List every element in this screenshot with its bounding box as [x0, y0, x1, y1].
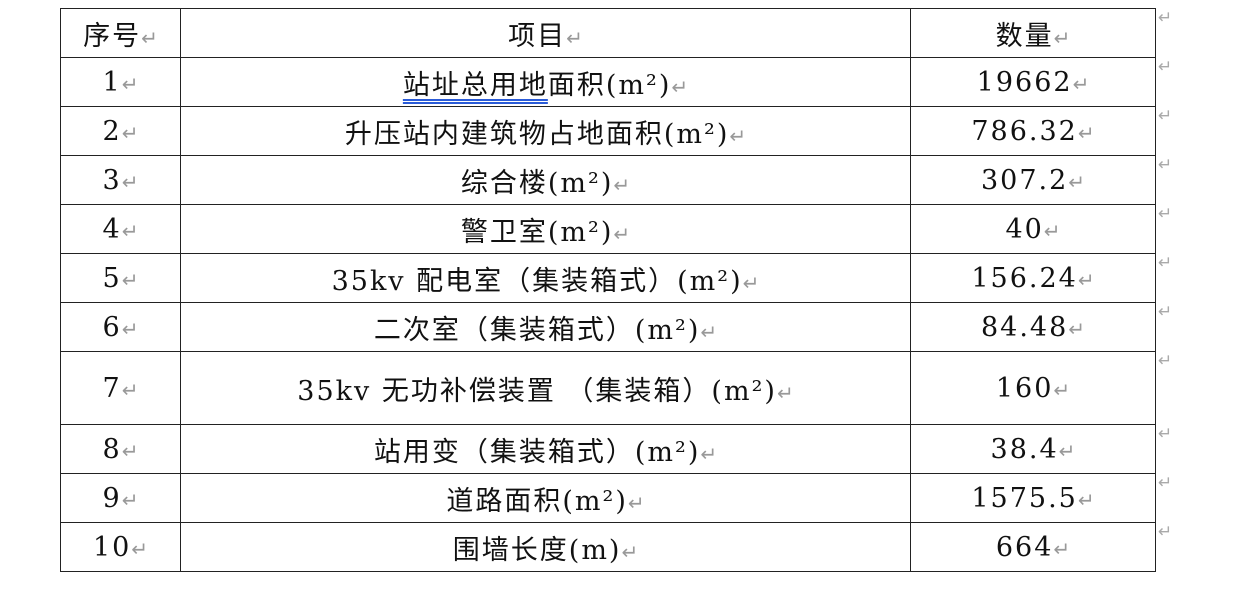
cell-qty: 156.24↵: [910, 253, 1156, 303]
return-mark-icon: ↵: [776, 380, 794, 405]
cell-no: 5↵: [60, 253, 181, 303]
cell-qty: 1575.5↵: [910, 473, 1156, 523]
row-end-return-icon: ↵: [1158, 155, 1173, 175]
return-mark-icon: ↵: [121, 487, 139, 512]
row-end-return-icon: ↵: [1158, 253, 1173, 273]
cell-item: 升压站内建筑物占地面积(m²)↵: [180, 106, 911, 156]
row-end-return-icon: ↵: [1158, 302, 1173, 322]
return-mark-icon: ↵: [700, 319, 718, 344]
cell-item: 站用变（集装箱式）(m²)↵: [180, 424, 911, 474]
cell-qty: 160↵: [910, 351, 1156, 425]
return-mark-icon: ↵: [1077, 487, 1095, 512]
return-mark-icon: ↵: [1072, 71, 1090, 96]
cell-qty: 38.4↵: [910, 424, 1156, 474]
return-mark-icon: ↵: [627, 490, 645, 515]
return-mark-icon: ↵: [566, 25, 583, 50]
header-row: 序号↵ 项目↵ 数量↵: [60, 8, 1156, 58]
return-mark-icon: ↵: [700, 441, 718, 466]
item-underlined-text: 站址总用地: [402, 69, 548, 101]
quantity-table: 序号↵ 项目↵ 数量↵ 1↵ 站址总用地面积(m²)↵ 19662↵ 2↵ 升压…: [60, 8, 1156, 572]
cell-no: 10↵: [60, 522, 181, 572]
return-mark-icon: ↵: [121, 120, 139, 145]
return-mark-icon: ↵: [121, 267, 139, 292]
return-mark-icon: ↵: [1068, 169, 1086, 194]
table-row: 4↵ 警卫室(m²)↵ 40↵: [60, 204, 1156, 254]
return-mark-icon: ↵: [121, 71, 139, 96]
cell-qty: 40↵: [910, 204, 1156, 254]
return-mark-icon: ↵: [621, 539, 639, 564]
return-mark-icon: ↵: [1077, 120, 1095, 145]
cell-no: 2↵: [60, 106, 181, 156]
cell-item: 综合楼(m²)↵: [180, 155, 911, 205]
row-end-marks: ↵ ↵ ↵ ↵ ↵ ↵ ↵ ↵ ↵ ↵ ↵: [1158, 8, 1178, 571]
return-mark-icon: ↵: [131, 536, 149, 561]
cell-item: 围墙长度(m)↵: [180, 522, 911, 572]
cell-no: 3↵: [60, 155, 181, 205]
return-mark-icon: ↵: [613, 221, 631, 246]
row-end-return-icon: ↵: [1158, 8, 1173, 28]
return-mark-icon: ↵: [121, 218, 139, 243]
cell-no: 9↵: [60, 473, 181, 523]
return-mark-icon: ↵: [121, 438, 139, 463]
return-mark-icon: ↵: [1058, 438, 1076, 463]
return-mark-icon: ↵: [1068, 316, 1086, 341]
cell-no: 8↵: [60, 424, 181, 474]
return-mark-icon: ↵: [1053, 25, 1071, 50]
header-item: 项目↵: [180, 8, 911, 58]
cell-no: 4↵: [60, 204, 181, 254]
return-mark-icon: ↵: [141, 25, 158, 50]
return-mark-icon: ↵: [742, 270, 760, 295]
row-end-return-icon: ↵: [1158, 424, 1173, 444]
row-end-return-icon: ↵: [1158, 204, 1173, 224]
cell-no: 1↵: [60, 57, 181, 107]
table-row: 5↵ 35kv 配电室（集装箱式）(m²)↵ 156.24↵: [60, 253, 1156, 303]
cell-item: 35kv 配电室（集装箱式）(m²)↵: [180, 253, 911, 303]
cell-item: 二次室（集装箱式）(m²)↵: [180, 302, 911, 352]
return-mark-icon: ↵: [121, 316, 139, 341]
return-mark-icon: ↵: [121, 169, 139, 194]
row-end-return-icon: ↵: [1158, 522, 1173, 542]
table-row: 9↵ 道路面积(m²)↵ 1575.5↵: [60, 473, 1156, 523]
row-end-return-icon: ↵: [1158, 106, 1173, 126]
cell-item: 站址总用地面积(m²)↵: [180, 57, 911, 107]
row-end-return-icon: ↵: [1158, 473, 1173, 493]
return-mark-icon: ↵: [671, 74, 689, 99]
table-row: 7↵ 35kv 无功补偿装置 （集装箱）(m²)↵ 160↵: [60, 351, 1156, 425]
cell-no: 6↵: [60, 302, 181, 352]
return-mark-icon: ↵: [729, 123, 747, 148]
cell-qty: 664↵: [910, 522, 1156, 572]
return-mark-icon: ↵: [1043, 218, 1061, 243]
cell-qty: 307.2↵: [910, 155, 1156, 205]
table-row: 2↵ 升压站内建筑物占地面积(m²)↵ 786.32↵: [60, 106, 1156, 156]
return-mark-icon: ↵: [1053, 536, 1071, 561]
cell-item: 35kv 无功补偿装置 （集装箱）(m²)↵: [180, 351, 911, 425]
cell-item: 道路面积(m²)↵: [180, 473, 911, 523]
cell-item: 警卫室(m²)↵: [180, 204, 911, 254]
return-mark-icon: ↵: [1077, 267, 1095, 292]
table-row: 8↵ 站用变（集装箱式）(m²)↵ 38.4↵: [60, 424, 1156, 474]
row-end-return-icon: ↵: [1158, 57, 1173, 77]
table-row: 3↵ 综合楼(m²)↵ 307.2↵: [60, 155, 1156, 205]
cell-qty: 786.32↵: [910, 106, 1156, 156]
row-end-return-icon: ↵: [1158, 351, 1173, 371]
cell-no: 7↵: [60, 351, 181, 425]
return-mark-icon: ↵: [613, 172, 631, 197]
header-qty: 数量↵: [910, 8, 1156, 58]
table-row: 10↵ 围墙长度(m)↵ 664↵: [60, 522, 1156, 572]
table-row: 1↵ 站址总用地面积(m²)↵ 19662↵: [60, 57, 1156, 107]
table-row: 6↵ 二次室（集装箱式）(m²)↵ 84.48↵: [60, 302, 1156, 352]
cell-qty: 19662↵: [910, 57, 1156, 107]
return-mark-icon: ↵: [121, 377, 139, 402]
cell-qty: 84.48↵: [910, 302, 1156, 352]
header-no: 序号↵: [60, 8, 181, 58]
return-mark-icon: ↵: [1053, 377, 1071, 402]
